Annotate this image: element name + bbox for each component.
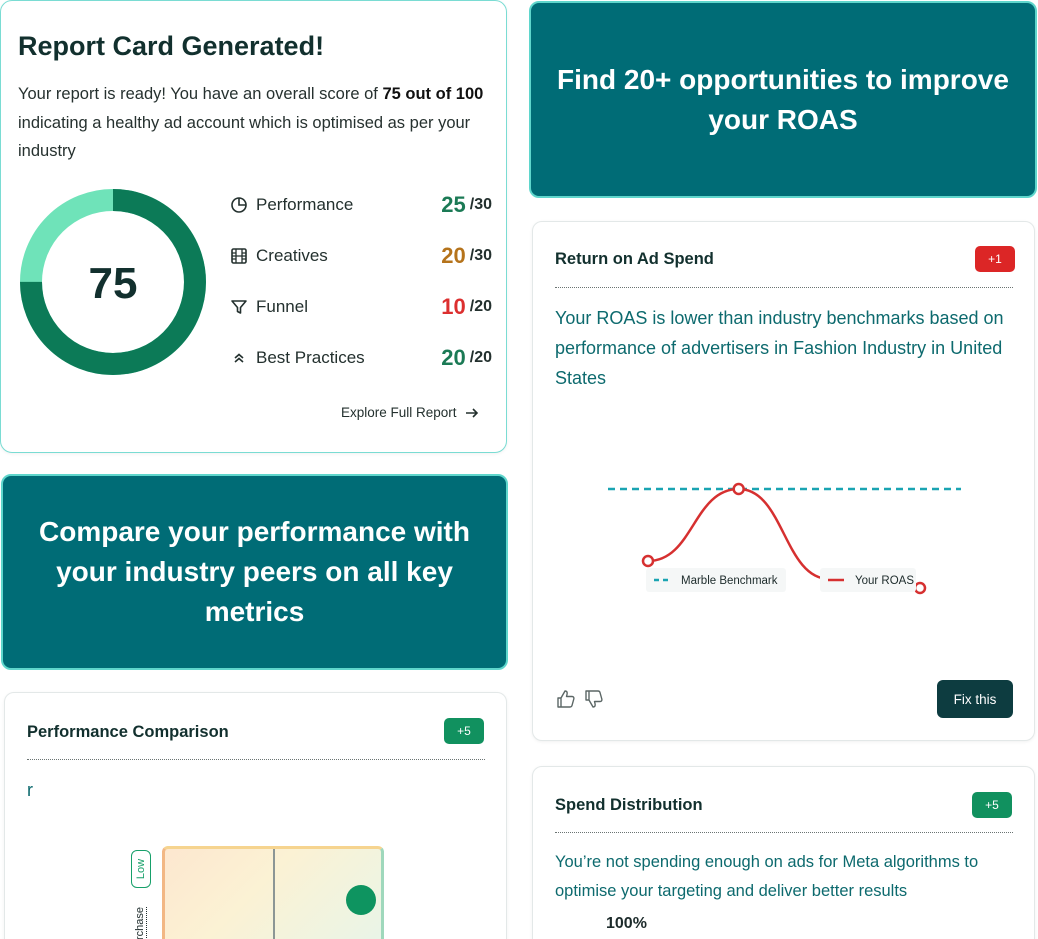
performance-comparison-card: Performance Comparison +5 r Low rchase — [4, 692, 507, 939]
compare-performance-banner[interactable]: Compare your performance with your indus… — [1, 474, 508, 670]
report-desc-score: 75 out of 100 — [382, 85, 484, 103]
metric-max: /30 — [469, 247, 492, 264]
perf-title: Performance Comparison — [27, 723, 229, 741]
roas-description: Your ROAS is lower than industry benchma… — [555, 308, 1004, 388]
metric-creatives: Creatives 20/30 — [230, 242, 492, 270]
spend-badge: +5 — [972, 792, 1012, 818]
spend-title: Spend Distribution — [555, 796, 703, 814]
banner-text: Compare your performance with your indus… — [39, 516, 470, 627]
roas-card: Return on Ad Spend +1 Your ROAS is lower… — [532, 221, 1035, 741]
explore-full-report-link[interactable]: Explore Full Report — [341, 405, 479, 420]
report-desc-suffix: indicating a healthy ad account which is… — [18, 113, 471, 161]
roas-line-chart: Marble Benchmark Your ROAS — [608, 482, 961, 595]
axis-label: rchase — [134, 906, 148, 939]
report-card: Report Card Generated! Your report is re… — [0, 0, 507, 453]
divider — [555, 832, 1013, 833]
explore-label: Explore Full Report — [341, 405, 457, 420]
axis-low-label: Low — [135, 858, 147, 880]
legend-benchmark-label: Marble Benchmark — [681, 575, 778, 587]
legend-roas-bg — [820, 568, 916, 592]
arrow-right-icon — [465, 407, 478, 418]
roas-point-1 — [641, 554, 655, 568]
quadrant-divider — [273, 849, 275, 939]
metric-max: /20 — [469, 298, 492, 315]
metric-label: Funnel — [256, 297, 308, 316]
perf-badge: +5 — [444, 718, 484, 744]
metric-funnel: Funnel 10/20 — [230, 293, 492, 321]
roas-point-2 — [732, 482, 745, 496]
metric-label: Performance — [256, 195, 354, 214]
pie-chart-icon — [231, 197, 247, 213]
your-position-marker[interactable] — [346, 885, 376, 915]
thumbs-up-icon[interactable] — [555, 688, 577, 710]
roas-badge: +1 — [975, 246, 1015, 272]
perf-description: r — [27, 780, 33, 800]
metric-max: /30 — [469, 196, 492, 213]
divider — [27, 759, 485, 760]
metric-score: 10 — [441, 294, 466, 319]
metric-performance: Performance 25/30 — [230, 191, 492, 219]
roas-point-4 — [913, 581, 927, 595]
overall-score-value: 75 — [89, 259, 138, 308]
spend-distribution-card: Spend Distribution +5 You’re not spendin… — [532, 766, 1035, 939]
metric-best-practices: Best Practices 20/20 — [230, 344, 492, 372]
metric-label: Creatives — [256, 246, 328, 265]
funnel-icon — [231, 300, 247, 314]
report-description: Your report is ready! You have an overal… — [18, 80, 498, 166]
spend-description: You’re not spending enough on ads for Me… — [555, 853, 979, 900]
axis-label-wrap: rchase — [131, 903, 151, 939]
legend-benchmark-bg — [646, 568, 786, 592]
divider — [555, 287, 1013, 288]
axis-low-tag: Low — [131, 850, 151, 888]
metric-score: 20 — [441, 243, 466, 268]
report-desc-prefix: Your report is ready! You have an overal… — [18, 85, 383, 103]
legend-roas-label: Your ROAS — [855, 575, 914, 587]
metric-label: Best Practices — [256, 348, 365, 367]
metric-score: 20 — [441, 345, 466, 370]
quadrant-grid — [162, 846, 384, 939]
chart-legend: Marble Benchmark Your ROAS — [646, 568, 916, 592]
gauge-progress — [20, 189, 206, 375]
report-title: Report Card Generated! — [18, 31, 325, 61]
roas-title: Return on Ad Spend — [555, 250, 714, 268]
spend-percentage: 100% — [606, 915, 647, 932]
overall-score-gauge: 75 — [20, 189, 206, 375]
thumbs-down-icon[interactable] — [583, 688, 605, 710]
fix-this-button[interactable]: Fix this — [937, 680, 1013, 718]
metric-score: 25 — [441, 192, 466, 217]
chevrons-up-icon — [234, 353, 244, 363]
film-icon — [231, 248, 247, 264]
metric-max: /20 — [469, 349, 492, 366]
roas-opportunities-banner[interactable]: Find 20+ opportunities to improve your R… — [529, 1, 1037, 198]
banner-text: Find 20+ opportunities to improve your R… — [557, 63, 1009, 135]
